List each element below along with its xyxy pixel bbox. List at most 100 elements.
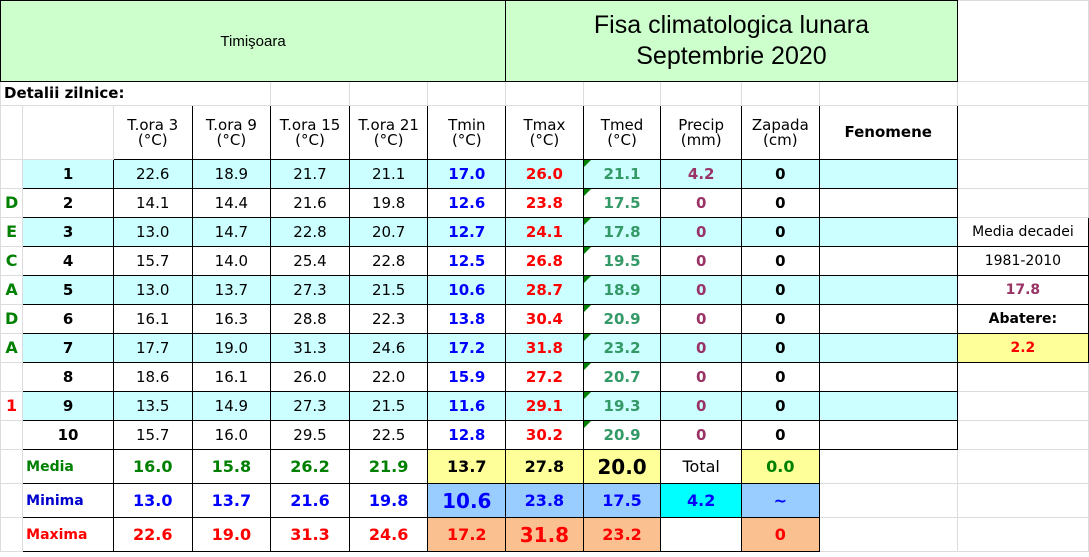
day-number[interactable]: 1 bbox=[22, 159, 114, 189]
cell-tmax[interactable]: 27.2 bbox=[505, 362, 584, 392]
cell-t21[interactable]: 20.7 bbox=[348, 217, 429, 247]
cell-fenomene[interactable] bbox=[818, 275, 958, 305]
empty-cell[interactable] bbox=[956, 483, 1089, 518]
cell-tmax[interactable]: 30.4 bbox=[505, 304, 584, 334]
summary-label-minima[interactable]: Minima bbox=[22, 483, 114, 518]
summary-media-tmax[interactable]: 27.8 bbox=[505, 449, 584, 484]
summary-media-zapada[interactable]: 0.0 bbox=[741, 449, 820, 484]
cell-tmax[interactable]: 24.1 bbox=[505, 217, 584, 247]
summary-maxima-t15[interactable]: 31.3 bbox=[270, 517, 350, 552]
cell-tmax[interactable]: 26.0 bbox=[505, 159, 584, 189]
empty-cell[interactable] bbox=[0, 449, 24, 484]
cell-t3[interactable]: 18.6 bbox=[112, 362, 193, 392]
cell-t15[interactable]: 28.8 bbox=[270, 304, 350, 334]
cell-fenomene[interactable] bbox=[818, 362, 958, 392]
cell-fenomene[interactable] bbox=[818, 217, 958, 247]
cell-precip[interactable]: 0 bbox=[660, 275, 743, 305]
decade-letter[interactable]: D bbox=[0, 188, 24, 218]
cell-tmax[interactable]: 29.1 bbox=[505, 391, 584, 421]
summary-minima-t9[interactable]: 13.7 bbox=[191, 483, 272, 518]
day-number[interactable]: 5 bbox=[22, 275, 114, 305]
cell-fenomene[interactable] bbox=[818, 304, 958, 334]
decade-letter[interactable]: C bbox=[0, 246, 24, 276]
summary-maxima-t3[interactable]: 22.6 bbox=[112, 517, 193, 552]
cell-t21[interactable]: 21.5 bbox=[348, 275, 429, 305]
cell-tmin[interactable]: 12.7 bbox=[427, 217, 507, 247]
cell-t9[interactable]: 13.7 bbox=[191, 275, 272, 305]
cell-zapada[interactable]: 0 bbox=[741, 420, 820, 450]
summary-minima-zapada[interactable]: ~ bbox=[741, 483, 820, 518]
summary-media-t3[interactable]: 16.0 bbox=[112, 449, 193, 484]
side-panel-cell[interactable]: 1981-2010 bbox=[956, 246, 1089, 276]
day-number[interactable]: 7 bbox=[22, 333, 114, 363]
cell-zapada[interactable]: 0 bbox=[741, 304, 820, 334]
cell-t15[interactable]: 27.3 bbox=[270, 275, 350, 305]
section-label[interactable]: Detalii zilnice: bbox=[0, 81, 272, 106]
cell-tmax[interactable]: 28.7 bbox=[505, 275, 584, 305]
cell-t21[interactable]: 22.3 bbox=[348, 304, 429, 334]
cell-t3[interactable]: 13.0 bbox=[112, 217, 193, 247]
cell-tmin[interactable]: 15.9 bbox=[427, 362, 507, 392]
cell-tmed[interactable]: 17.8 bbox=[582, 217, 662, 247]
cell-precip[interactable]: 0 bbox=[660, 246, 743, 276]
summary-minima-tmin[interactable]: 10.6 bbox=[427, 483, 507, 518]
cell-t15[interactable]: 29.5 bbox=[270, 420, 350, 450]
cell-t3[interactable]: 13.5 bbox=[112, 391, 193, 421]
cell-tmed[interactable]: 21.1 bbox=[582, 159, 662, 189]
cell-t21[interactable]: 24.6 bbox=[348, 333, 429, 363]
cell-tmed[interactable]: 19.5 bbox=[582, 246, 662, 276]
cell-tmax[interactable]: 26.8 bbox=[505, 246, 584, 276]
cell-fenomene[interactable] bbox=[818, 420, 958, 450]
cell-fenomene[interactable] bbox=[818, 159, 958, 189]
col-header-tora3[interactable]: T.ora 3 (°C) bbox=[112, 105, 193, 160]
side-panel-cell[interactable]: Abatere: bbox=[956, 304, 1089, 334]
summary-maxima-tmed[interactable]: 23.2 bbox=[582, 517, 662, 552]
summary-minima-t15[interactable]: 21.6 bbox=[270, 483, 350, 518]
cell-t9[interactable]: 14.4 bbox=[191, 188, 272, 218]
cell-precip[interactable]: 0 bbox=[660, 420, 743, 450]
empty-cell[interactable] bbox=[956, 0, 1089, 82]
day-number[interactable]: 8 bbox=[22, 362, 114, 392]
empty-cell[interactable] bbox=[818, 517, 958, 552]
cell-tmax[interactable]: 23.8 bbox=[505, 188, 584, 218]
cell-t9[interactable]: 16.0 bbox=[191, 420, 272, 450]
empty-cell[interactable] bbox=[956, 449, 1089, 484]
summary-minima-precip[interactable]: 4.2 bbox=[660, 483, 743, 518]
day-number[interactable]: 4 bbox=[22, 246, 114, 276]
cell-fenomene[interactable] bbox=[818, 188, 958, 218]
cell-precip[interactable]: 0 bbox=[660, 391, 743, 421]
cell-tmin[interactable]: 13.8 bbox=[427, 304, 507, 334]
cell-t3[interactable]: 15.7 bbox=[112, 246, 193, 276]
side-panel-cell[interactable]: 17.8 bbox=[956, 275, 1089, 305]
day-number[interactable]: 9 bbox=[22, 391, 114, 421]
cell-tmed[interactable]: 20.7 bbox=[582, 362, 662, 392]
empty-cell[interactable] bbox=[956, 159, 1089, 189]
summary-media-tmed[interactable]: 20.0 bbox=[582, 449, 662, 484]
cell-zapada[interactable]: 0 bbox=[741, 246, 820, 276]
empty-cell[interactable] bbox=[956, 105, 1089, 160]
empty-cell[interactable] bbox=[956, 391, 1089, 421]
summary-maxima-precip[interactable] bbox=[660, 517, 743, 552]
cell-precip[interactable]: 0 bbox=[660, 362, 743, 392]
empty-cell[interactable] bbox=[956, 420, 1089, 450]
cell-zapada[interactable]: 0 bbox=[741, 217, 820, 247]
cell-t3[interactable]: 16.1 bbox=[112, 304, 193, 334]
cell-t15[interactable]: 22.8 bbox=[270, 217, 350, 247]
decade-letter[interactable]: 1 bbox=[0, 391, 24, 421]
city-title-cell[interactable]: Timişoara bbox=[0, 0, 507, 82]
cell-t9[interactable]: 19.0 bbox=[191, 333, 272, 363]
decade-letter[interactable] bbox=[0, 159, 24, 189]
cell-tmin[interactable]: 17.2 bbox=[427, 333, 507, 363]
col-header-tmin[interactable]: Tmin (°C) bbox=[427, 105, 507, 160]
cell-t9[interactable]: 14.9 bbox=[191, 391, 272, 421]
cell-t21[interactable]: 21.1 bbox=[348, 159, 429, 189]
cell-zapada[interactable]: 0 bbox=[741, 333, 820, 363]
summary-maxima-t9[interactable]: 19.0 bbox=[191, 517, 272, 552]
cell-fenomene[interactable] bbox=[818, 391, 958, 421]
cell-t21[interactable]: 21.5 bbox=[348, 391, 429, 421]
summary-label-maxima[interactable]: Maxima bbox=[22, 517, 114, 552]
summary-media-t9[interactable]: 15.8 bbox=[191, 449, 272, 484]
cell-tmin[interactable]: 11.6 bbox=[427, 391, 507, 421]
cell-tmin[interactable]: 12.5 bbox=[427, 246, 507, 276]
empty-cell[interactable] bbox=[956, 188, 1089, 218]
